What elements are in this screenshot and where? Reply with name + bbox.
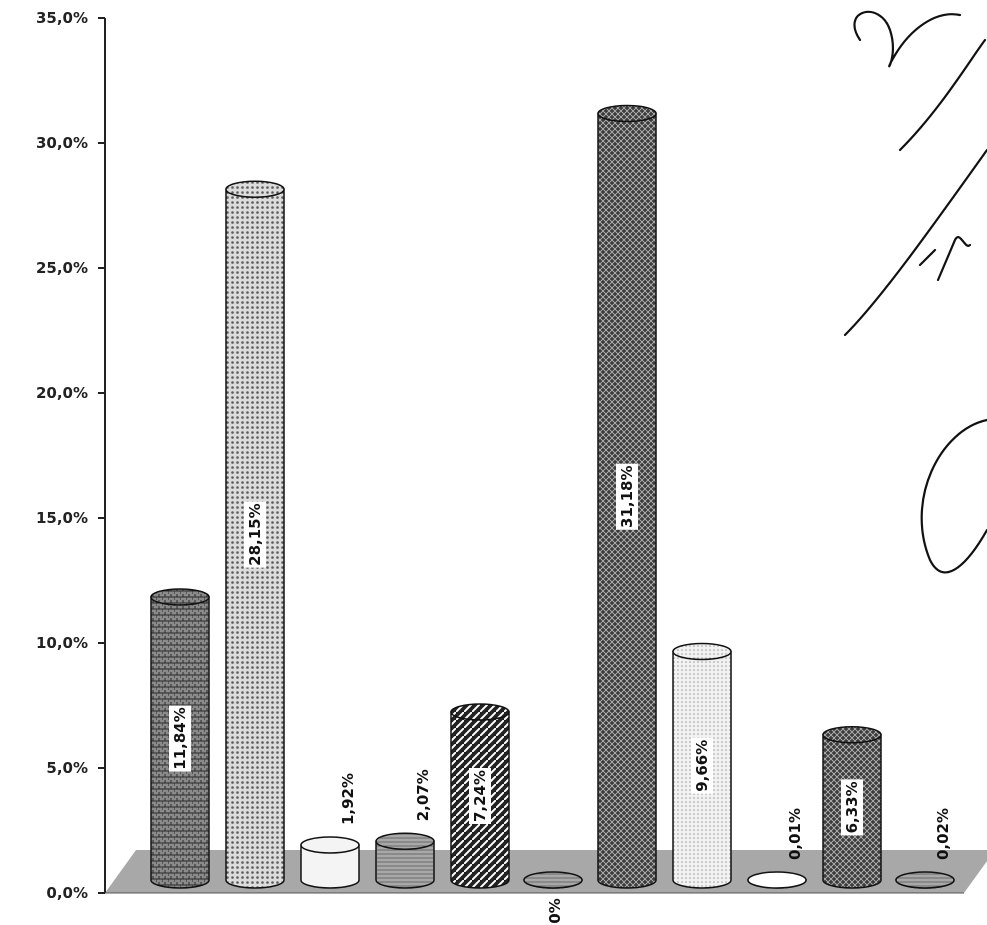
bar-3 xyxy=(300,836,360,889)
y-tick-label: 25,0% xyxy=(36,259,88,277)
data-label-text: 2,07% xyxy=(414,769,432,821)
bar-top xyxy=(822,726,882,744)
bar-9 xyxy=(747,871,807,889)
data-label-text: 11,84% xyxy=(171,707,189,769)
y-axis-ticks: 0,0% 5,0% 10,0% 15,0% 20,0% 25,0% 30,0% 35,0% xyxy=(36,9,105,902)
data-label: 31,18% xyxy=(616,463,638,530)
data-label-bg xyxy=(616,463,638,530)
data-labels-group: 11,84% 28,15% 1,92% 2,07% 7,24% 0% 31,18% 9,66%… xyxy=(169,463,952,924)
bar-top xyxy=(225,180,285,198)
data-label: 11,84% xyxy=(169,705,191,772)
data-label-text: 1,92% xyxy=(339,773,357,825)
data-label-text: 6,33% xyxy=(843,781,861,833)
y-tick-label: 20,0% xyxy=(36,384,88,402)
y-tick-label: 15,0% xyxy=(36,509,88,527)
bar-top xyxy=(597,104,657,123)
data-label-text: 7,24% xyxy=(471,770,489,822)
data-label-text: 0,01% xyxy=(786,808,804,860)
y-tick-label: 0,0% xyxy=(46,884,88,902)
bar-top xyxy=(300,836,360,854)
data-label: 6,33% xyxy=(841,779,863,836)
data-label: 28,15% xyxy=(244,501,266,568)
bar-body xyxy=(375,840,435,889)
data-label-text: 9,66% xyxy=(693,740,711,792)
bar-6 xyxy=(523,871,583,889)
handwritten-signature xyxy=(843,10,987,574)
y-tick-label: 5,0% xyxy=(46,759,88,777)
data-label-text: 0,02% xyxy=(934,808,952,860)
data-label-text: 31,18% xyxy=(618,466,636,528)
bars-group xyxy=(150,104,955,889)
data-label-text: 28,15% xyxy=(246,503,264,565)
y-tick-label: 30,0% xyxy=(36,134,88,152)
bar-top xyxy=(375,832,435,850)
bar-11 xyxy=(895,871,955,889)
bar-top xyxy=(523,871,583,889)
data-label-bg xyxy=(244,501,266,568)
data-label-bg xyxy=(169,705,191,772)
bar-4 xyxy=(375,832,435,889)
data-label: 0,01% xyxy=(786,808,804,860)
bar-top xyxy=(450,703,510,721)
y-tick-label: 10,0% xyxy=(36,634,88,652)
bar-top xyxy=(150,588,210,606)
bar-top xyxy=(672,642,732,661)
bar-top xyxy=(895,871,955,889)
data-label: 0,02% xyxy=(934,808,952,860)
data-label: 2,07% xyxy=(414,769,432,821)
data-label-bg xyxy=(841,779,863,836)
data-label: 1,92% xyxy=(339,773,357,825)
data-label-bg xyxy=(469,768,491,824)
data-label-bg xyxy=(691,737,713,794)
bar-body xyxy=(300,844,360,889)
data-label-text: 0% xyxy=(546,898,564,923)
data-label: 0% xyxy=(546,898,564,923)
y-tick-label: 35,0% xyxy=(36,9,88,27)
data-label: 7,24% xyxy=(469,768,491,824)
data-label: 9,66% xyxy=(691,737,713,794)
bar-top xyxy=(747,871,807,889)
